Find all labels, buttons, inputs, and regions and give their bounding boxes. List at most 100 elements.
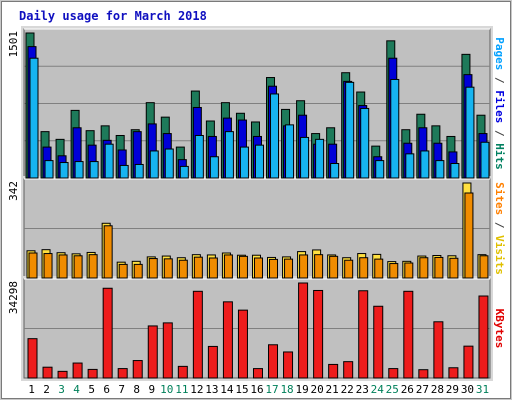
series-legend: Sites / Visits [493,182,506,275]
kbytes-bar [252,368,263,379]
pages-bar [435,160,445,179]
pages-bar [194,134,204,179]
x-tick-label: 5 [88,383,95,396]
series-legend: KBytes [493,309,506,349]
pages-bar [254,144,264,179]
kbytes-bar [207,345,218,379]
kbytes-bar [478,295,489,379]
kbytes-bar [27,338,38,379]
pages-bar [300,136,310,179]
pages-bar [29,57,39,179]
kbytes-bar [147,325,158,379]
pages-bar [480,141,490,179]
kbytes-bar [177,365,188,379]
kbytes-bar [268,344,279,379]
pages-bar [315,138,325,179]
series-legend-part: Sites [493,182,506,215]
kbytes-bar [463,345,474,379]
kbytes-bar [283,351,294,379]
pages-bar [179,165,189,179]
sites-bar [253,257,263,279]
kbytes-bar [433,321,444,379]
pages-bar [390,78,400,179]
x-tick-label: 27 [416,383,429,396]
sites-bar [223,254,233,279]
sites-bar [329,255,339,279]
y-axis-max-label: 34298 [7,281,20,314]
sites-bar [133,263,143,279]
x-tick-label: 21 [326,383,339,396]
series-legend-part: Files [493,90,506,123]
sites-bar [88,254,98,279]
pages-bar [345,81,355,179]
x-tick-label: 2 [43,383,50,396]
pages-bar [119,164,129,179]
kbytes-bar [343,361,354,379]
pages-bar [270,93,280,179]
series-legend-part: KBytes [493,309,506,349]
y-axis-max-label: 342 [7,181,20,201]
sites-bar [404,262,414,279]
pages-bar [209,156,219,179]
pages-bar [465,86,475,179]
x-tick-label: 19 [295,383,308,396]
sites-bar [479,255,489,279]
outer-border-inner [1,1,511,399]
sites-bar [359,257,369,279]
sites-bar [103,225,113,279]
sites-bar [449,257,459,279]
sites-bar [434,256,444,279]
kbytes-bar [403,290,414,379]
pages-bar [420,150,430,179]
pages-bar [89,161,99,179]
series-legend-part: / [493,70,506,90]
sites-bar [464,192,474,279]
x-tick-label: 1 [28,383,35,396]
series-legend-part: / [493,215,506,235]
x-tick-label: 13 [205,383,218,396]
kbytes-bar [328,363,339,379]
kbytes-bar [72,362,83,379]
x-tick-label: 6 [103,383,110,396]
pages-bar [59,162,69,179]
pages-bar [285,124,295,179]
sites-bar [193,256,203,279]
sites-bar [148,258,158,279]
kbytes-bar [102,287,113,379]
sites-bar [163,258,173,279]
pages-bar [104,143,114,179]
kbytes-bar [222,301,233,379]
kbytes-bar [192,290,203,379]
y-axis-max-label: 1501 [7,31,20,58]
pages-bar [74,161,84,179]
chart-title: Daily usage for March 2018 [19,9,207,23]
x-tick-label: 8 [133,383,140,396]
pages-bar [134,163,144,179]
sites-bar [299,254,309,279]
sites-bar [389,263,399,279]
kbytes-bar [117,368,128,379]
kbytes-bar [388,368,399,379]
x-tick-label: 30 [461,383,474,396]
pages-bar [224,131,234,179]
series-legend-part: / [493,123,506,143]
sites-bar [28,252,38,279]
x-tick-label: 31 [476,383,489,396]
series-legend-part: Pages [493,37,506,70]
x-tick-label: 14 [220,383,234,396]
x-tick-label: 4 [73,383,80,396]
sites-bar [43,253,53,279]
pages-bar [164,148,174,179]
pages-bar [330,163,340,179]
x-tick-label: 11 [175,383,188,396]
kbytes-bar [87,368,98,379]
kbytes-bar [448,367,459,379]
sites-bar [344,259,354,279]
sites-bar [73,255,83,279]
kbytes-bar [358,290,369,379]
x-tick-label: 15 [235,383,248,396]
x-tick-label: 22 [341,383,354,396]
sites-bar [208,257,218,279]
